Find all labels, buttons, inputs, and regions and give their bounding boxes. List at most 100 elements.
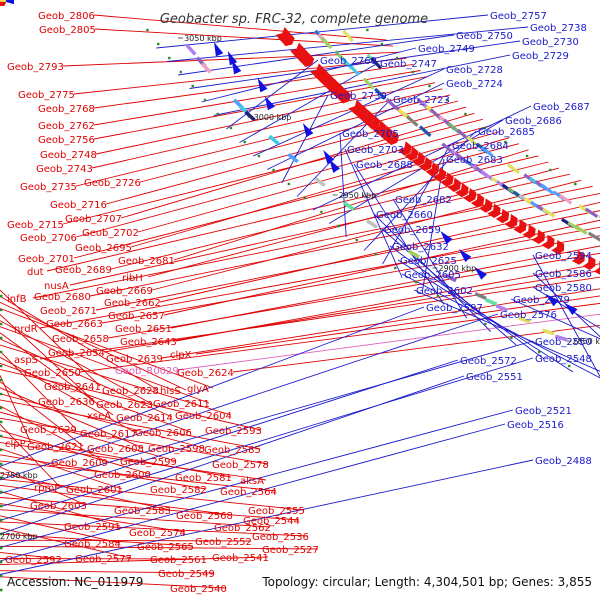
- category-track-1-segment: [320, 36, 333, 50]
- left-label-connector: [110, 161, 549, 270]
- left-label-connector: [73, 143, 520, 259]
- forward-gene-arrow: [337, 89, 352, 104]
- right-label-connector: [226, 59, 319, 130]
- right-label-connector: [0, 459, 534, 575]
- right-label-connector: [156, 14, 489, 49]
- gene-label-right: Geob_2572: [460, 356, 517, 367]
- gene-label-left: Geob_2671: [40, 306, 97, 317]
- forward-gene-arrow: [411, 151, 426, 166]
- guide-dot: [484, 322, 487, 326]
- left-label-connector: [173, 149, 529, 261]
- left-label-connector: [0, 362, 192, 433]
- gene-label-right: Geob_2625: [400, 256, 457, 267]
- right-label-connector: [389, 245, 544, 359]
- accession-text: Accession: NC_011979: [7, 575, 143, 589]
- guide-dot: [0, 532, 3, 536]
- guide-dot: [510, 336, 513, 340]
- left-label-connector: [0, 576, 227, 589]
- gene-label-left: Geob_2654: [48, 348, 105, 359]
- gene-label-left: Geob_2805: [39, 25, 96, 36]
- right-label-connector: [166, 26, 529, 62]
- forward-gene-arrow: [572, 250, 585, 265]
- forward-gene-arrow: [487, 203, 501, 219]
- left-label-connector: [105, 106, 467, 205]
- left-label-connector: [130, 137, 510, 248]
- gene-label-left: aspS: [14, 355, 38, 366]
- gene-label-right: Geob_2685: [478, 127, 535, 138]
- tick-label: 3000 kbp: [254, 113, 292, 122]
- left-label-connector: [46, 155, 539, 272]
- gene-label-left: Geob_2591: [64, 522, 121, 533]
- gene-label-right: Geob_2605: [404, 270, 461, 281]
- forward-gene-arrow: [360, 110, 375, 125]
- left-label-connector: [161, 288, 600, 359]
- gene-label-left: Geob_2775: [18, 90, 75, 101]
- right-label-connector: [0, 306, 425, 467]
- category-track-1-segment: [587, 231, 600, 242]
- guide-dot: [0, 448, 3, 452]
- left-label-connector: [0, 551, 62, 560]
- gene-label-left: Geob_2651: [115, 324, 172, 335]
- left-label-connector: [0, 533, 194, 547]
- reverse-category-segment: [444, 273, 457, 283]
- reverse-gene-arrow: [231, 60, 242, 75]
- guide-dot: [0, 490, 3, 494]
- gene-label-left: nusA: [44, 281, 69, 292]
- category-track-1-segment: [441, 142, 455, 154]
- reverse-category-segment: [314, 176, 326, 188]
- left-label-connector: [170, 245, 600, 329]
- guide-dot: [380, 42, 384, 46]
- gene-label-right: Geob_2632: [392, 242, 449, 253]
- gene-label-right: Geob_2684: [452, 141, 509, 152]
- gene-label-left: Geob_2663: [46, 319, 103, 330]
- gene-label-left: Geob_2623: [96, 400, 153, 411]
- right-label-connector: [392, 198, 468, 319]
- gene-label-left: Geob_2536: [252, 532, 309, 543]
- left-label-connector: [0, 417, 269, 465]
- guide-dot: [504, 140, 507, 144]
- gene-label-left: Geob_2628: [102, 386, 159, 397]
- gene-label-right: Geob_2550: [535, 337, 592, 348]
- forward-gene-arrow: [495, 208, 510, 224]
- left-label-connector: [0, 399, 261, 450]
- gene-label-left: Geob_2657: [108, 311, 165, 322]
- reverse-category-segment: [365, 219, 379, 229]
- right-label-connector: [510, 298, 600, 340]
- left-label-connector: [0, 448, 123, 490]
- gene-label-left: Geob_2541: [212, 553, 269, 564]
- guide-dot: [0, 546, 3, 550]
- guide-dot: [0, 434, 3, 438]
- right-label-connector: [397, 259, 574, 373]
- gene-label-left: xseA: [87, 411, 111, 422]
- gene-label-right: Geob_2730: [522, 37, 579, 48]
- guide-dot: [459, 308, 463, 312]
- gene-label-left: Geob_2549: [158, 569, 215, 580]
- left-label-connector: [0, 387, 144, 449]
- forward-gene-arrow: [280, 32, 295, 47]
- left-label-connector: [75, 124, 492, 238]
- left-label-connector: [0, 503, 186, 533]
- gene-label-left: Geob_2756: [38, 135, 95, 146]
- forward-gene-arrow: [372, 120, 387, 135]
- left-label-connector: [95, 82, 436, 155]
- category-track-1-segment: [574, 224, 588, 235]
- left-label-connector: [39, 226, 600, 329]
- guide-dot: [538, 350, 541, 354]
- left-label-connector: [39, 276, 600, 360]
- forward-gene-arrow: [447, 177, 462, 193]
- gene-label-left: nrdR: [14, 324, 38, 335]
- category-track-1-segment: [480, 169, 494, 181]
- forward-gene-arrow: [432, 167, 447, 182]
- reverse-gene-arrow: [458, 249, 472, 263]
- left-label-connector: [0, 320, 153, 405]
- gene-label-left: Geob_2584: [64, 539, 121, 550]
- right-label-connector: [353, 163, 445, 305]
- genome-summary-text: Topology: circular; Length: 4,304,501 bp…: [261, 575, 592, 589]
- guide-dot: [0, 504, 3, 508]
- guide-dot: [168, 56, 171, 60]
- gene-label-left: Geob_2582: [150, 485, 207, 496]
- left-label-connector: [0, 326, 210, 404]
- gene-label-left: Geob_2568: [176, 511, 233, 522]
- gene-label-left: Geob_2748: [40, 150, 97, 161]
